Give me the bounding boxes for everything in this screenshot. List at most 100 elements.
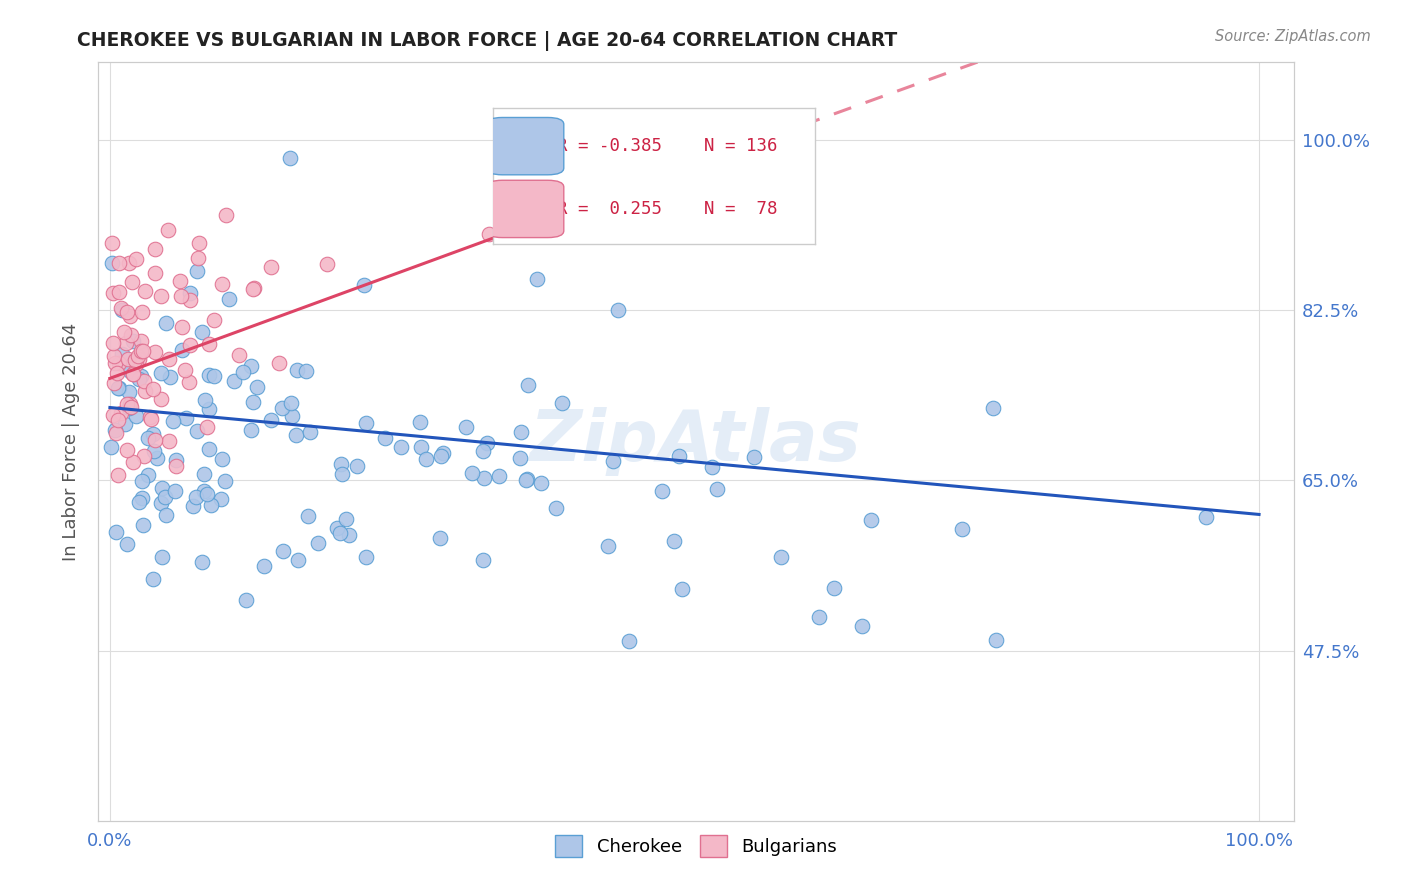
Point bbox=[115, 305, 138, 319]
Point bbox=[471, 444, 494, 458]
Point bbox=[150, 289, 173, 303]
Point bbox=[454, 419, 477, 434]
Point bbox=[128, 371, 150, 385]
Point bbox=[224, 374, 246, 388]
Point bbox=[110, 406, 132, 420]
Point bbox=[107, 413, 129, 427]
Point bbox=[179, 337, 201, 351]
Point bbox=[155, 316, 177, 330]
Point bbox=[122, 334, 145, 349]
Point bbox=[170, 289, 193, 303]
Point bbox=[429, 450, 451, 464]
Point bbox=[141, 412, 163, 426]
Point bbox=[124, 352, 146, 367]
Point bbox=[115, 443, 138, 458]
Point bbox=[153, 490, 176, 504]
Point bbox=[198, 337, 221, 351]
Point bbox=[125, 252, 148, 267]
Point bbox=[139, 409, 162, 424]
Point bbox=[103, 376, 125, 390]
Point bbox=[157, 351, 180, 366]
Point bbox=[186, 491, 208, 505]
Point bbox=[174, 410, 197, 425]
Point bbox=[488, 468, 510, 483]
Point bbox=[239, 359, 262, 373]
Point bbox=[125, 409, 148, 423]
Point bbox=[136, 431, 159, 445]
Point bbox=[242, 282, 264, 296]
Point bbox=[211, 452, 233, 467]
Point bbox=[101, 408, 124, 422]
Point bbox=[132, 449, 155, 463]
Point bbox=[104, 356, 127, 370]
Point bbox=[515, 473, 537, 487]
Point bbox=[330, 467, 353, 481]
Point bbox=[271, 544, 294, 558]
Point bbox=[128, 495, 150, 509]
Point bbox=[169, 274, 191, 288]
Point bbox=[211, 277, 233, 292]
Point bbox=[195, 420, 218, 434]
Point bbox=[602, 454, 624, 468]
Point bbox=[278, 151, 301, 165]
Point bbox=[104, 423, 127, 437]
Point bbox=[143, 266, 166, 280]
Point bbox=[859, 513, 882, 527]
Point bbox=[129, 369, 152, 384]
Point bbox=[155, 508, 177, 523]
Point bbox=[617, 634, 640, 648]
Point bbox=[101, 235, 124, 250]
Point bbox=[354, 416, 377, 430]
Point bbox=[823, 582, 845, 596]
Point bbox=[145, 242, 167, 256]
Point bbox=[510, 425, 533, 439]
Point bbox=[239, 423, 262, 437]
Point bbox=[127, 349, 149, 363]
Point bbox=[120, 328, 142, 343]
Point bbox=[218, 292, 240, 306]
Point bbox=[198, 368, 221, 382]
Point bbox=[526, 272, 548, 286]
Text: Source: ZipAtlas.com: Source: ZipAtlas.com bbox=[1215, 29, 1371, 44]
Point bbox=[651, 483, 673, 498]
Point bbox=[172, 343, 194, 357]
Point bbox=[307, 535, 329, 549]
Point bbox=[211, 492, 233, 507]
Point bbox=[179, 285, 201, 300]
Point bbox=[165, 458, 187, 473]
Point bbox=[662, 534, 685, 549]
Point bbox=[117, 397, 139, 411]
Point bbox=[409, 415, 432, 429]
Point bbox=[131, 304, 153, 318]
Point bbox=[516, 472, 538, 486]
Point bbox=[118, 256, 141, 270]
Point bbox=[530, 476, 553, 491]
Point bbox=[516, 378, 538, 392]
Point bbox=[143, 433, 166, 447]
Point bbox=[193, 467, 215, 481]
Point bbox=[101, 336, 124, 351]
Point bbox=[131, 475, 153, 489]
Point bbox=[950, 522, 973, 536]
Point bbox=[107, 381, 129, 395]
Point bbox=[117, 351, 139, 366]
Point bbox=[125, 358, 148, 372]
Point bbox=[671, 582, 693, 596]
Point bbox=[373, 432, 395, 446]
Point bbox=[157, 434, 180, 448]
Point bbox=[228, 347, 250, 361]
Point bbox=[297, 509, 319, 524]
Point bbox=[353, 278, 375, 293]
Point bbox=[115, 359, 138, 374]
Point bbox=[770, 550, 793, 565]
Text: CHEROKEE VS BULGARIAN IN LABOR FORCE | AGE 20-64 CORRELATION CHART: CHEROKEE VS BULGARIAN IN LABOR FORCE | A… bbox=[77, 31, 897, 51]
Point bbox=[120, 364, 142, 378]
Point bbox=[981, 401, 1004, 415]
Point bbox=[271, 401, 294, 415]
Point bbox=[194, 393, 217, 408]
Point bbox=[415, 451, 437, 466]
Point bbox=[509, 450, 531, 465]
Point bbox=[121, 367, 143, 381]
Point bbox=[432, 446, 454, 460]
Point bbox=[190, 325, 212, 339]
